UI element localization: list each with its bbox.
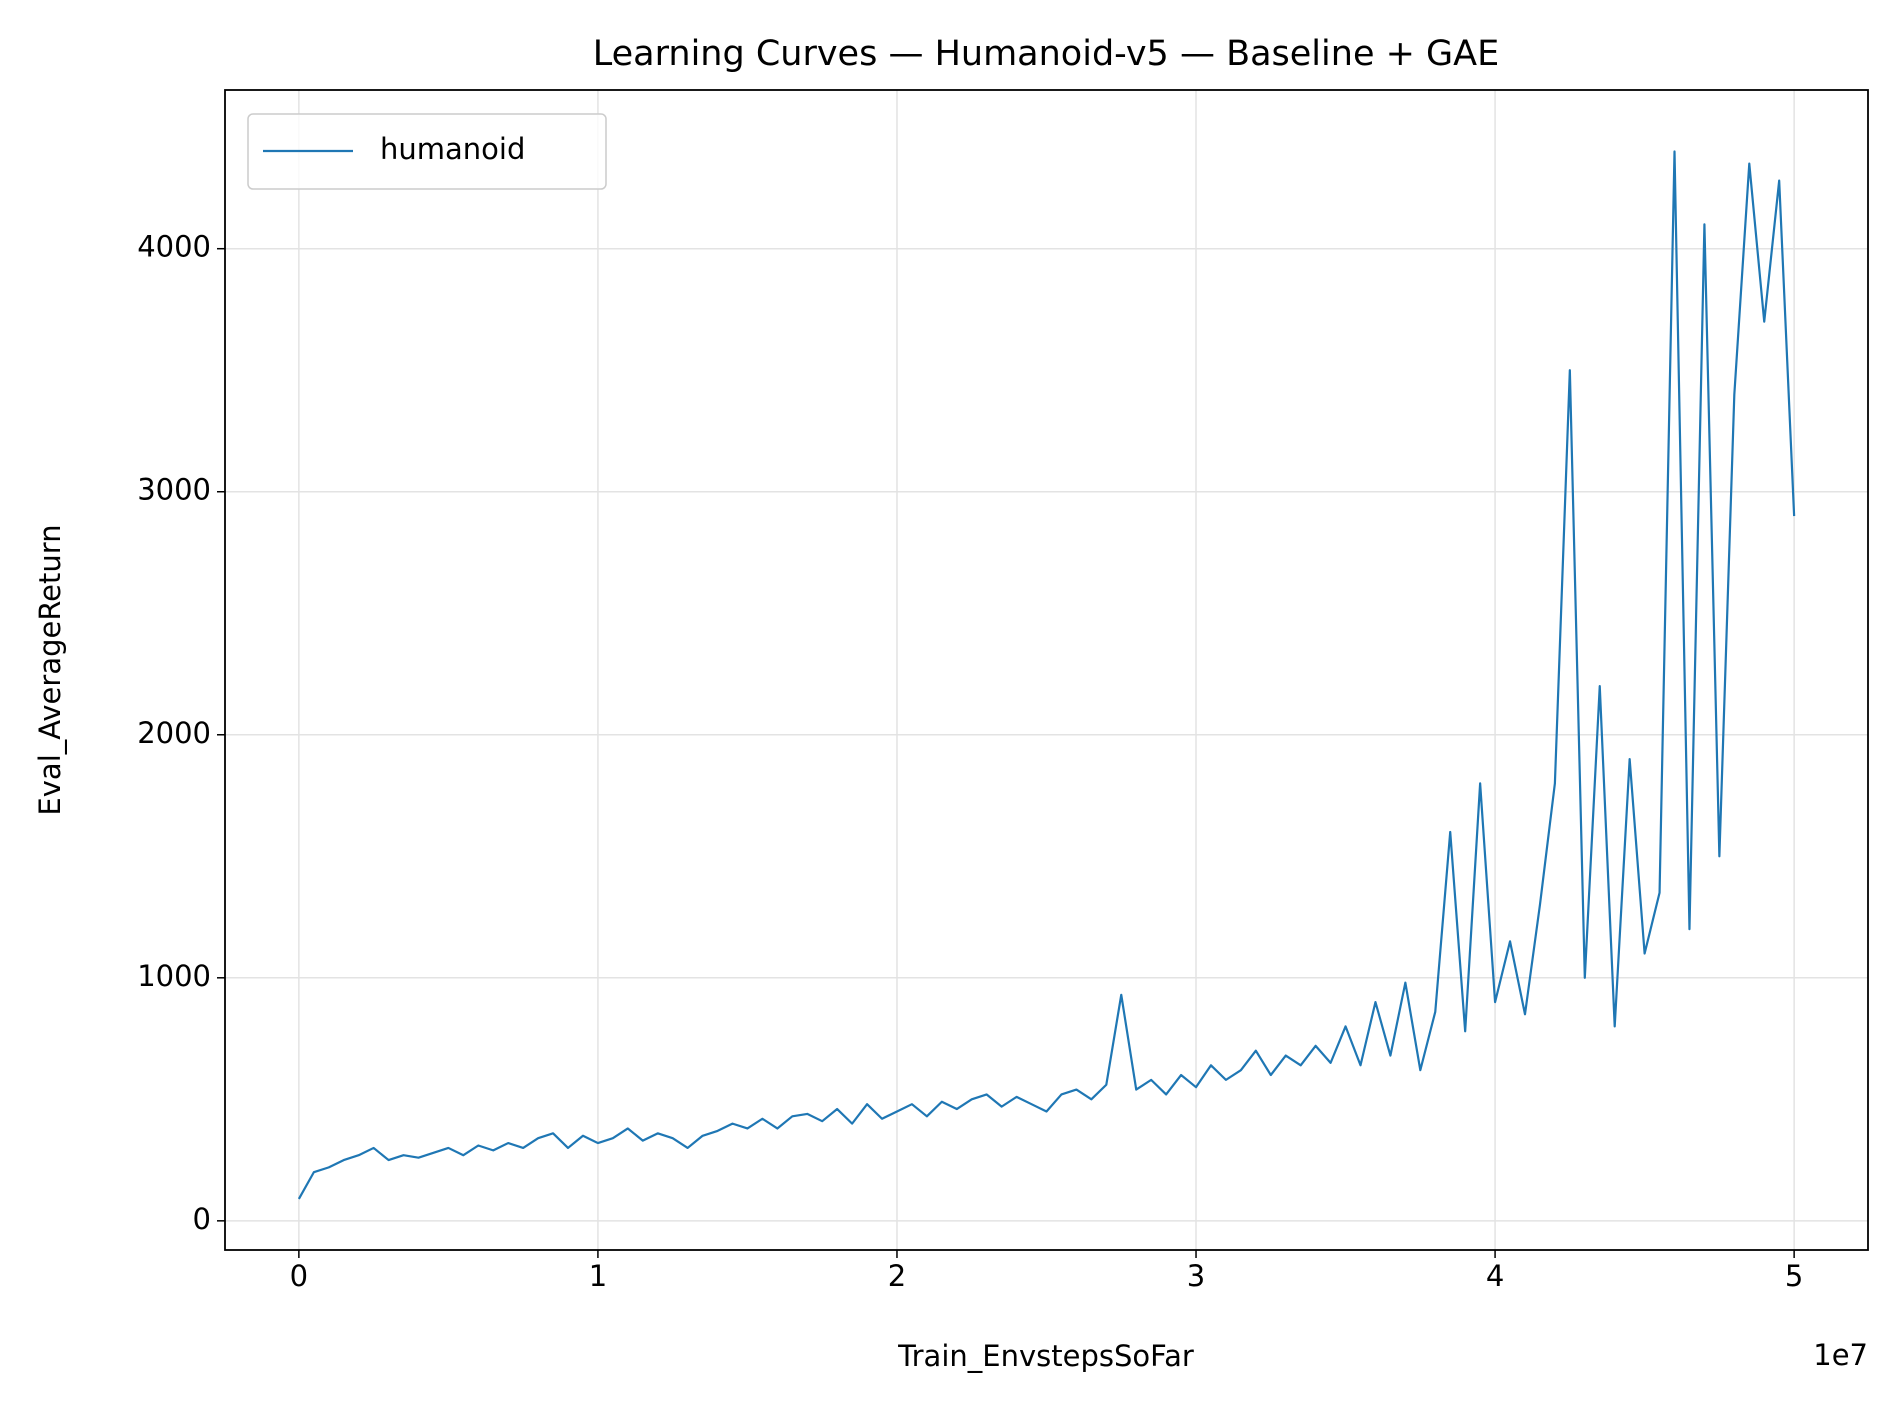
x-offset-label: 1e7 — [1813, 1338, 1868, 1372]
y-tick-label: 2000 — [137, 716, 211, 750]
y-tick-label: 0 — [193, 1202, 211, 1236]
x-tick-label: 4 — [1486, 1259, 1504, 1293]
y-tick-label: 3000 — [137, 473, 211, 507]
y-tick-label: 1000 — [137, 959, 211, 993]
x-axis-label: Train_EnvstepsSoFar — [897, 1339, 1194, 1373]
x-tick-label: 1 — [589, 1259, 607, 1293]
x-tick-label: 0 — [290, 1259, 308, 1293]
chart-title: Learning Curves — Humanoid-v5 — Baseline… — [593, 34, 1499, 74]
x-tick-label: 5 — [1785, 1259, 1803, 1293]
x-tick-label: 3 — [1187, 1259, 1205, 1293]
x-tick-label: 2 — [888, 1259, 906, 1293]
legend-box — [247, 113, 607, 190]
y-tick-label: 4000 — [137, 230, 211, 264]
legend-label: humanoid — [380, 132, 525, 166]
y-axis-label: Eval_AverageReturn — [33, 524, 67, 815]
line — [297, 150, 1796, 1200]
axes-frame — [224, 89, 1869, 1251]
